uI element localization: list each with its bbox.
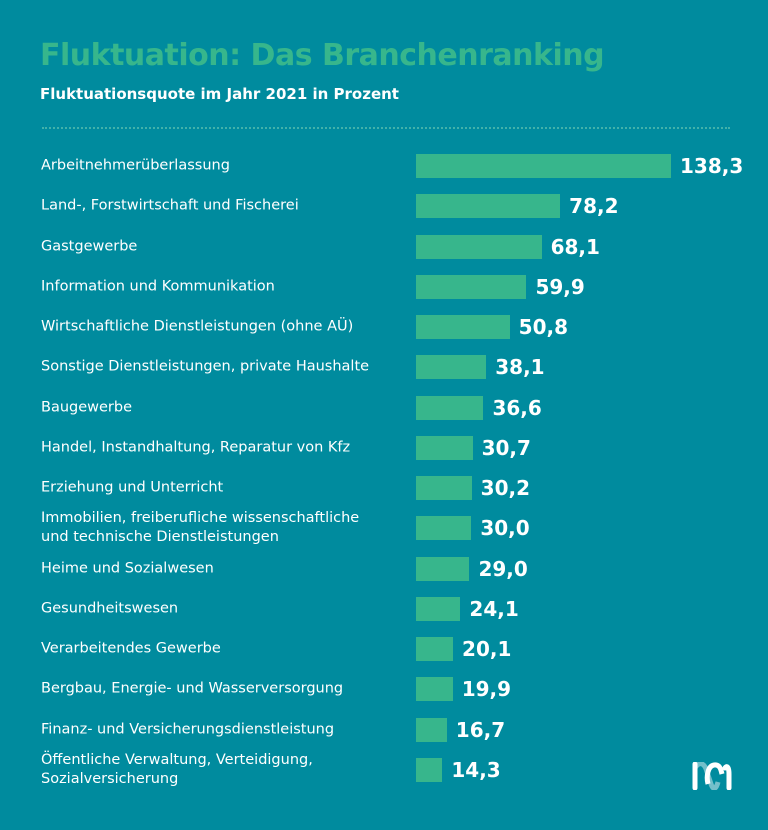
value-label: 30,7 (481, 435, 531, 460)
bar (416, 637, 454, 661)
category-label: Bergbau, Energie- und Wasserversorgung (41, 680, 344, 697)
category-label: Baugewerbe (41, 399, 133, 415)
category-label: Heime und Sozialwesen (41, 560, 214, 576)
value-label: 16,7 (455, 717, 506, 742)
value-label: 29,0 (478, 556, 528, 581)
value-label: 38,1 (495, 355, 545, 380)
category-label: Gastgewerbe (41, 238, 138, 254)
chart-subtitle: Fluktuationsquote im Jahr 2021 in Prozen… (40, 85, 399, 103)
value-label: 36,6 (492, 395, 542, 420)
value-label: 68,1 (550, 234, 600, 259)
value-label: 59,9 (535, 274, 585, 299)
bar (416, 315, 510, 339)
bar (416, 154, 671, 178)
bar (416, 757, 443, 782)
value-label: 24,1 (469, 596, 519, 621)
bar (416, 435, 473, 460)
category-label: Information und Kommunikation (41, 278, 275, 295)
category-label: Sonstige Dienstleistungen, private Haush… (41, 358, 370, 375)
category-label: Finanz- und Versicherungsdienstleistung (41, 721, 335, 737)
dotted-divider (42, 127, 730, 129)
category-label: Wirtschaftliche Dienstleistungen (ohne A… (41, 318, 354, 335)
m-logo-icon (692, 762, 732, 790)
value-label: 14,3 (451, 757, 501, 782)
category-label: Erziehung und Unterricht (41, 479, 224, 496)
bar (416, 596, 461, 621)
category-label: Öffentliche Verwaltung, Verteidigung, Soz… (41, 751, 313, 787)
bar (416, 556, 470, 581)
category-label: Verarbeitendes Gewerbe (41, 640, 221, 657)
category-label: Arbeitnehmerüberlassung (41, 157, 230, 174)
value-label: 30,0 (480, 516, 530, 541)
bar (416, 234, 542, 259)
bar (416, 476, 472, 500)
bar (416, 194, 561, 219)
bar (416, 516, 472, 541)
value-label: 30,2 (480, 476, 531, 500)
value-label: 78,2 (569, 194, 619, 219)
bar (416, 395, 484, 420)
category-label: Gesundheitswesen (41, 600, 179, 617)
value-label: 138,3 (680, 154, 744, 178)
value-label: 20,1 (462, 637, 512, 661)
bar (416, 677, 453, 702)
bar (416, 355, 487, 380)
value-label: 19,9 (461, 677, 512, 702)
chart-title: Fluktuation: Das Branchenranking (40, 38, 605, 73)
value-label: 50,8 (518, 315, 569, 339)
category-label: Land-, Forstwirtschaft und Fischerei (41, 197, 299, 214)
bar (416, 274, 527, 299)
category-label: Immobilien, freiberufliche wissenschaftl… (41, 510, 360, 546)
bar (416, 717, 447, 742)
category-label: Handel, Instandhaltung, Reparatur von Kf… (41, 439, 351, 456)
